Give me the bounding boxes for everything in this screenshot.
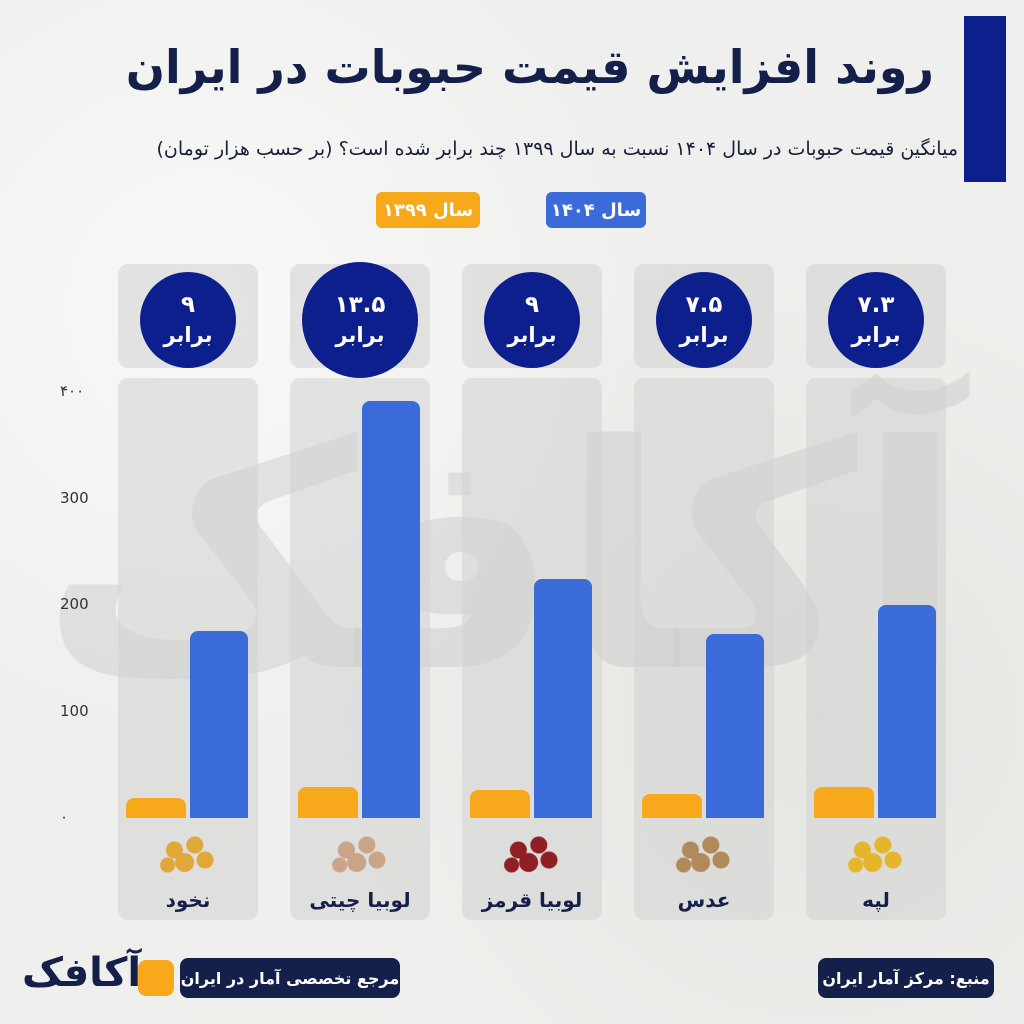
y-tick-label: 100 [60, 701, 89, 720]
bar-1399 [642, 793, 702, 818]
y-tick-label: 200 [60, 595, 89, 613]
category-label: لوبیا چیتی [309, 888, 411, 912]
ratio-value: ۹ [180, 292, 196, 318]
accent-bar [964, 16, 1006, 182]
bar-1399 [814, 787, 874, 818]
ratio-value: ۷.۳ [857, 292, 895, 318]
ratio-badge: ۹ برابر [140, 272, 236, 368]
brand-logo: آکافک [22, 950, 142, 996]
legume-icon [842, 830, 910, 880]
y-tick-label: ۴۰۰ [60, 382, 85, 400]
bar-1399 [470, 790, 530, 818]
bar-1404 [706, 633, 764, 818]
y-tick-label: 300 [60, 488, 89, 507]
category-label: نخود [165, 888, 211, 912]
category-label: عدس [677, 888, 731, 912]
legend-1399: سال ۱۳۹۹ [376, 192, 480, 228]
ratio-unit: برابر [851, 323, 901, 347]
brand-logo-icon [138, 960, 174, 996]
ratio-unit: برابر [163, 323, 213, 347]
ratio-badge: ۱۳.۵ برابر [302, 262, 418, 378]
ratio-value: ۱۳.۵ [334, 292, 386, 318]
chart-title: روند افزایش قیمت حبوبات در ایران [125, 40, 934, 94]
ratio-badge: ۷.۳ برابر [828, 272, 924, 368]
ratio-badge: ۷.۵ برابر [656, 272, 752, 368]
legume-icon [154, 830, 222, 880]
bar-1404 [878, 605, 936, 818]
legume-icon [670, 830, 738, 880]
y-tick-label: ۰ [60, 808, 69, 826]
source-badge: منبع: مرکز آمار ایران [818, 958, 994, 998]
bar-1404 [534, 579, 592, 818]
ratio-unit: برابر [335, 323, 385, 347]
bar-1404 [190, 630, 248, 818]
reference-badge: مرجع تخصصی آمار در ایران [180, 958, 400, 998]
bar-1404 [362, 400, 420, 818]
bar-1399 [298, 787, 358, 818]
ratio-unit: برابر [679, 323, 729, 347]
legume-icon [326, 830, 394, 880]
legume-icon [498, 830, 566, 880]
bar-1399 [126, 797, 186, 818]
category-label: لپه [862, 888, 890, 912]
ratio-badge: ۹ برابر [484, 272, 580, 368]
ratio-value: ۹ [524, 292, 540, 318]
chart-subtitle: میانگین قیمت حبوبات در سال ۱۴۰۴ نسبت به … [156, 138, 959, 160]
legend-1404: سال ۱۴۰۴ [546, 192, 646, 228]
ratio-unit: برابر [507, 323, 557, 347]
category-label: لوبیا قرمز [481, 888, 583, 912]
ratio-value: ۷.۵ [685, 292, 723, 318]
